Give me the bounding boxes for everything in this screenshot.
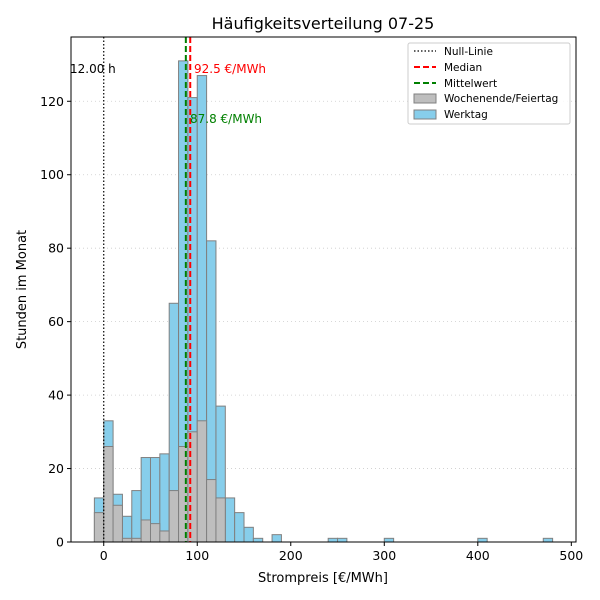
legend: Null-Linie Median Mittelwert Wochenende/…: [407, 42, 571, 125]
x-tick-label-400: 400: [466, 548, 490, 563]
reference-lines: [103, 37, 192, 542]
bar-wochenende-4: [131, 537, 142, 543]
bar-wochenende-8: [168, 490, 180, 543]
chart-title: Häufigkeitsverteilung 07-25: [212, 14, 435, 33]
bar-werktag-14: [224, 497, 236, 543]
bar-werktag-4: [131, 490, 142, 543]
legend-swatch-werktag: [413, 109, 437, 120]
zero-line-annotation: 12.00 h: [70, 62, 116, 76]
mean-annotation: 87.8 €/MWh: [190, 112, 262, 126]
y-tick-label-80: 80: [48, 241, 64, 256]
legend-label-mittelwert: Mittelwert: [444, 78, 497, 90]
legend-swatch-wochenende: [413, 93, 437, 104]
x-tick-label-300: 300: [372, 548, 396, 563]
bar-wochenende-12: [206, 479, 217, 543]
bar-wochenende-2: [112, 504, 123, 543]
plot-frame: [70, 36, 577, 543]
bar-wochenende-6: [149, 523, 161, 543]
bar-wochenende-11: [196, 420, 208, 543]
bar-werktag-20: [337, 537, 348, 543]
bar-wochenende-5: [140, 519, 151, 543]
histogram-bars: [93, 60, 554, 543]
bar-wochenende-0: [93, 512, 105, 543]
x-tick-label-0: 0: [100, 548, 108, 563]
bar-wochenende-13: [215, 497, 226, 543]
y-tick-label-100: 100: [40, 167, 64, 182]
y-axis-label: Stunden im Monat: [15, 230, 30, 349]
y-tick-label-40: 40: [48, 388, 64, 403]
bar-wochenende-7: [159, 530, 170, 543]
x-tick-label-100: 100: [185, 548, 209, 563]
legend-label-werktag: Werktag: [444, 109, 488, 121]
bar-werktag-18: [271, 534, 282, 543]
bar-wochenende-1: [103, 446, 114, 543]
annotations: 12.00 h 92.5 €/MWh 87.8 €/MWh: [70, 62, 266, 126]
bar-werktag-23: [542, 537, 554, 543]
legend-label-wochenende: Wochenende/Feiertag: [444, 93, 558, 105]
x-axis-ticks: 0 100 200 300 400 500: [100, 542, 583, 563]
y-tick-label-20: 20: [48, 461, 64, 476]
x-tick-label-500: 500: [559, 548, 583, 563]
y-axis-ticks: 0 20 40 60 80 100 120: [40, 94, 71, 550]
bar-werktag-21: [383, 537, 395, 543]
bar-wochenende-3: [121, 537, 133, 543]
bar-werktag-16: [243, 526, 254, 543]
y-tick-label-0: 0: [56, 535, 64, 550]
y-tick-label-120: 120: [40, 94, 64, 109]
x-axis-label: Strompreis [€/MWh]: [258, 571, 388, 586]
bar-werktag-17: [252, 537, 264, 543]
x-tick-label-200: 200: [279, 548, 303, 563]
bar-werktag-7: [159, 453, 170, 543]
bar-werktag-22: [477, 537, 488, 543]
median-annotation: 92.5 €/MWh: [194, 62, 266, 76]
legend-box: [407, 42, 571, 125]
legend-label-median: Median: [444, 62, 482, 74]
y-tick-label-60: 60: [48, 314, 64, 329]
bar-werktag-15: [234, 512, 245, 543]
legend-label-null-linie: Null-Linie: [444, 46, 493, 58]
bar-werktag-19: [327, 537, 339, 543]
